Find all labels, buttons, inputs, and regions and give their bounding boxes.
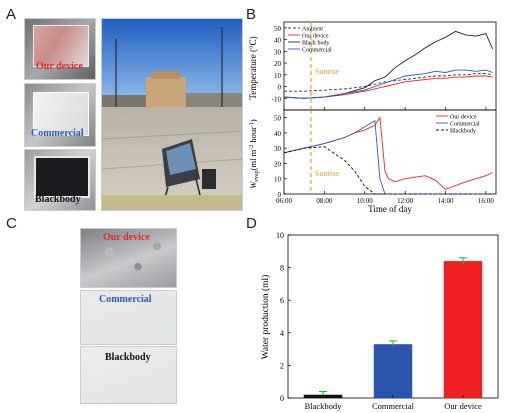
photo-label-our-device: Our device (36, 61, 83, 72)
photo-label-blackbody: Blackbody (35, 194, 81, 205)
series-line (284, 73, 493, 92)
photo-c-label-blackbody: Blackbody (105, 352, 151, 363)
evaporation-axis-label: Wevap(ml m-2 hour-1) (248, 119, 260, 189)
x-tick-label: 06:00 (276, 197, 292, 205)
rooftop-scene (102, 19, 242, 210)
y-tick-label: 40 (274, 37, 282, 45)
photo-our-device: Our device (24, 18, 96, 80)
sunrise-label: Sunrise (315, 67, 339, 76)
series-line (283, 75, 493, 99)
x-ticks: 06:00 08:00 10:00 12:00 14:00 16:00 (276, 191, 494, 205)
y-tick-label: -10 (272, 95, 282, 103)
sunrise-label: Sunrise (315, 169, 339, 178)
time-axis-label: Time of day (368, 204, 412, 214)
x-tick-label: Our device (444, 401, 482, 411)
photo-blackbody: Blackbody (24, 149, 96, 211)
legend-label: Blackbody (450, 129, 476, 135)
photo-c-blackbody: Blackbody (80, 346, 177, 404)
panel-label-a: A (6, 6, 17, 23)
chart-evaporation: Wevap(ml m-2 hour-1) Time of day 0 10 20 30… (248, 109, 497, 214)
temperature-axis-label: Temperature (°C) (248, 36, 258, 99)
y-tick-label: 20 (274, 160, 282, 168)
photo-rooftop (101, 18, 243, 211)
y-ticks: -10 0 10 20 30 40 50 (272, 25, 287, 103)
x-tick-label: 10:00 (357, 197, 373, 205)
y-tick-label: 0 (280, 394, 284, 403)
photo-c-label-commercial: Commercial (99, 294, 152, 305)
photo-label-commercial: Commercial (31, 128, 84, 139)
x-tick-label: Blackbody (305, 401, 343, 411)
x-tick-label: 14:00 (438, 197, 454, 205)
device-surface (33, 25, 89, 67)
y-tick-label: 8 (280, 264, 284, 273)
y-tick-label: 2 (280, 361, 284, 370)
y-tick-label: 50 (274, 115, 282, 123)
ylabel-end: hour (248, 127, 258, 145)
y-ticks: 0 2 4 6 8 10 (276, 231, 291, 403)
x-tick-label: 16:00 (478, 197, 494, 205)
ylabel-sup2: -1 (249, 122, 255, 127)
y-tick-label: 40 (274, 130, 282, 138)
y-tick-label: 20 (274, 60, 282, 68)
y-tick-label: 10 (274, 176, 282, 184)
legend-label: Our device (450, 115, 477, 121)
y-tick-label: 30 (274, 145, 282, 153)
x-ticks (283, 107, 487, 110)
device-surface (33, 92, 89, 136)
y-tick-label: 0 (278, 191, 282, 199)
x-tick-label: Commercial (372, 401, 415, 411)
photo-commercial: Commercial (24, 83, 96, 147)
y-tick-label: 6 (280, 296, 284, 305)
y-tick-label: 10 (276, 231, 284, 240)
ylabel-tail: (ml m (248, 149, 258, 170)
bar (373, 344, 413, 398)
photo-c-label-our-device: Our device (103, 232, 150, 243)
x-tick-labels: Blackbody Commercial Our device (305, 395, 482, 411)
y-ticks: 0 10 20 30 40 50 (274, 115, 287, 199)
photo-c-commercial: Commercial (80, 290, 177, 345)
y-tick-label: 0 (278, 84, 282, 92)
y-tick-label: 10 (274, 72, 282, 80)
evaporation-series (283, 116, 493, 195)
y-tick-label: 30 (274, 48, 282, 56)
x-tick-label: 08:00 (316, 197, 332, 205)
legend-label: Ambient (302, 27, 323, 33)
legend-label: Commercial (302, 48, 332, 54)
device-surface (34, 156, 90, 198)
ylabel-close: ) (248, 119, 258, 122)
series-line (283, 69, 493, 99)
ylabel-sup: -2 (249, 145, 255, 150)
bar (443, 261, 483, 398)
panel-label-c: C (6, 215, 17, 232)
photo-c-our-device: Our device (80, 228, 177, 288)
y-tick-label: 50 (274, 25, 282, 33)
water-axis-label: Water production (ml) (260, 275, 271, 360)
ylabel-sub: evap (254, 170, 260, 181)
legend-label: Black body (302, 41, 330, 47)
panel-label-b: B (246, 6, 257, 23)
x-tick-label: 12:00 (397, 197, 413, 205)
ylabel-main: W (248, 181, 258, 189)
legend-label: Commercial (450, 122, 480, 128)
legend-label: Our device (302, 34, 329, 40)
y-tick-label: 4 (280, 329, 284, 338)
panel-label-d: D (246, 215, 257, 232)
bars (303, 257, 483, 398)
temperature-series (283, 30, 494, 99)
series-line (283, 146, 493, 195)
chart-water-production: Water production (ml) 0 2 4 6 8 10 Blackbody C… (260, 231, 499, 411)
